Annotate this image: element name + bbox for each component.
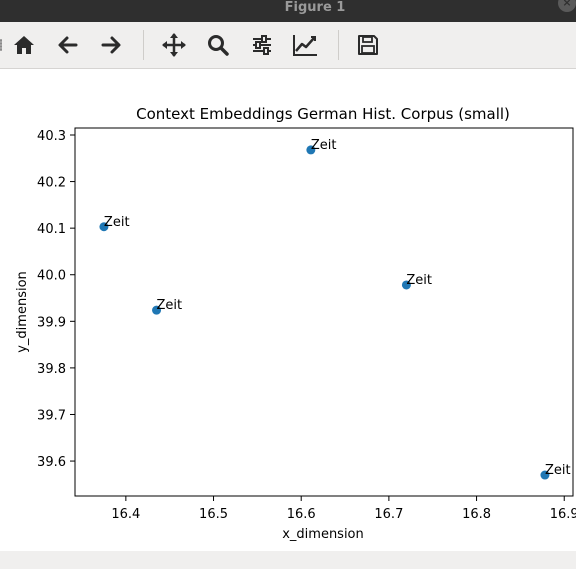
- move-icon: [162, 33, 186, 57]
- line-chart-icon: [293, 35, 317, 56]
- data-point: [401, 280, 411, 290]
- x-tick-label: 16.8: [462, 507, 491, 522]
- x-tick-label: 16.7: [374, 507, 403, 522]
- y-tick-label: 39.6: [37, 455, 66, 470]
- pan-button[interactable]: [160, 31, 188, 59]
- y-axis-label: y_dimension: [15, 271, 30, 353]
- toolbar-grip-handle[interactable]: [0, 39, 2, 51]
- home-button[interactable]: [10, 31, 38, 59]
- zoom-button[interactable]: [204, 31, 232, 59]
- x-axis-label: x_dimension: [282, 527, 364, 542]
- arrow-left-icon: [58, 36, 78, 54]
- point-label: Zeit: [104, 215, 130, 230]
- back-button[interactable]: [54, 31, 82, 59]
- status-bar: [0, 551, 576, 569]
- toolbar-separator: [143, 30, 144, 60]
- arrow-right-icon: [101, 36, 121, 54]
- x-tick-label: 16.5: [199, 507, 228, 522]
- forward-button[interactable]: [97, 31, 125, 59]
- y-tick-label: 40.1: [37, 222, 66, 237]
- customize-button[interactable]: [291, 31, 319, 59]
- x-tick-label: 16.4: [111, 507, 140, 522]
- window-title: Figure 1: [284, 0, 346, 15]
- y-tick-label: 40.0: [37, 269, 66, 284]
- home-icon: [14, 36, 34, 54]
- data-point: [306, 145, 316, 155]
- y-tick-label: 39.7: [37, 408, 66, 423]
- data-point: [152, 305, 162, 315]
- scatter-plot: Context Embeddings German Hist. Corpus (…: [15, 105, 576, 542]
- point-label: Zeit: [311, 138, 337, 153]
- save-button[interactable]: [354, 31, 382, 59]
- magnifier-icon: [208, 35, 229, 56]
- point-label: Zeit: [157, 298, 183, 313]
- floppy-disk-icon: [358, 35, 378, 55]
- subplots-button[interactable]: [248, 31, 276, 59]
- point-label: Zeit: [545, 463, 571, 478]
- x-tick-label: 16.9: [550, 507, 576, 522]
- y-axis-ticks: 39.6 39.7 39.8 39.9 40.0 40.1 40.2 40.3: [37, 129, 75, 470]
- y-tick-label: 40.2: [37, 176, 66, 191]
- window-close-button[interactable]: ×: [558, 0, 576, 12]
- sliders-icon: [253, 35, 271, 55]
- navigation-toolbar: [0, 22, 576, 69]
- y-tick-label: 39.9: [37, 315, 66, 330]
- point-label: Zeit: [406, 273, 432, 288]
- window-titlebar: Figure 1 ×: [0, 0, 576, 22]
- y-tick-label: 40.3: [37, 129, 66, 144]
- figure-canvas[interactable]: Context Embeddings German Hist. Corpus (…: [0, 69, 576, 551]
- data-point: [540, 470, 550, 480]
- axes-frame: [74, 127, 574, 497]
- toolbar-separator: [338, 30, 339, 60]
- y-tick-label: 39.8: [37, 362, 66, 377]
- x-axis-ticks: 16.4 16.5 16.6 16.7 16.8 16.9: [111, 496, 576, 522]
- x-tick-label: 16.6: [287, 507, 316, 522]
- data-point: [99, 222, 109, 232]
- data-points: Zeit Zeit Zeit Zeit Zeit: [99, 138, 571, 480]
- chart-title: Context Embeddings German Hist. Corpus (…: [136, 105, 510, 123]
